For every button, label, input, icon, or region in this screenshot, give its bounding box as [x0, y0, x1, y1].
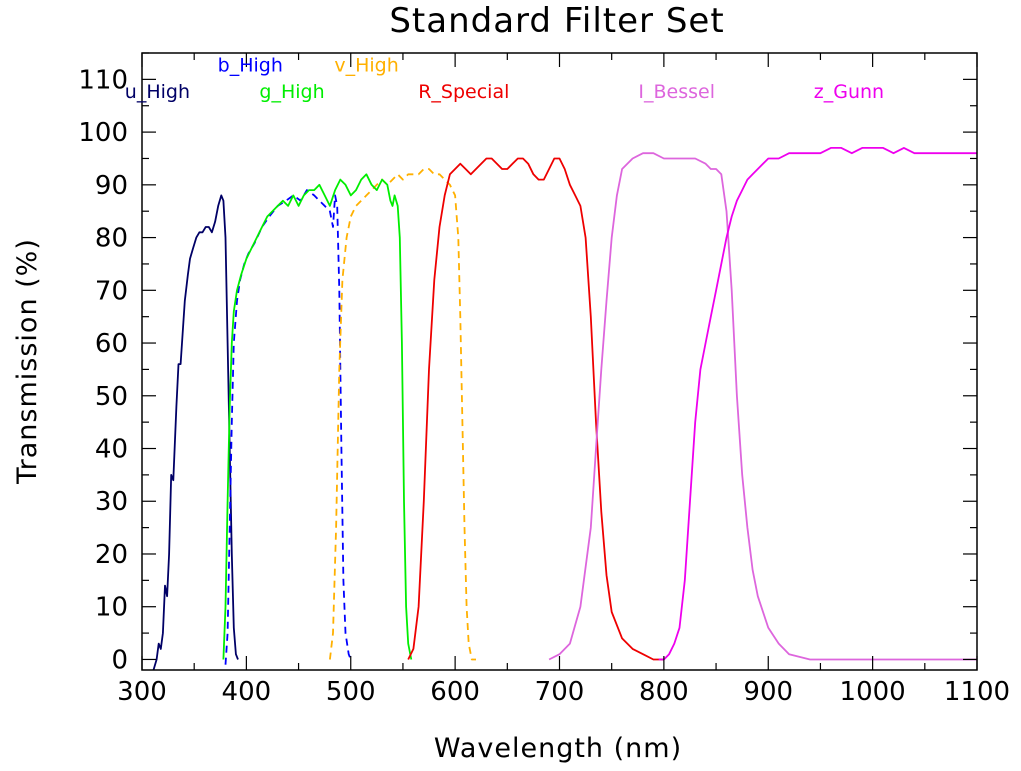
y-tick-label: 20	[95, 540, 128, 570]
x-tick-label: 300	[117, 677, 167, 707]
series-line-z-gunn	[658, 147, 977, 661]
series-label-z-gunn: z_Gunn	[814, 81, 884, 103]
series-line-r-special	[407, 157, 664, 661]
series-line-u-high	[152, 194, 239, 671]
series-label-b-high: b_High	[218, 54, 283, 76]
plot-frame	[141, 52, 978, 671]
y-tick-label: 90	[95, 171, 128, 201]
series-line-i-bessel	[548, 152, 977, 661]
series-line-v-high	[329, 168, 476, 661]
filter-curves	[152, 147, 977, 671]
y-tick-label: 0	[111, 645, 128, 675]
x-tick-label: 500	[326, 677, 376, 707]
x-tick-label: 1000	[840, 677, 906, 707]
x-tick-label: 400	[222, 677, 272, 707]
series-label-r-special: R_Special	[418, 81, 509, 103]
y-tick-label: 10	[95, 593, 128, 623]
y-tick-label: 40	[95, 435, 128, 465]
series-label-u-high: u_High	[125, 81, 190, 103]
x-tick-label: 700	[535, 677, 585, 707]
y-tick-label: 110	[78, 65, 128, 95]
x-tick-label: 600	[430, 677, 480, 707]
series-line-b-high	[224, 189, 352, 665]
series-label-g-high: g_High	[259, 81, 324, 103]
x-tick-label: 900	[743, 677, 793, 707]
y-tick-label: 30	[95, 487, 128, 517]
y-tick-label: 50	[95, 382, 128, 412]
y-tick-label: 80	[95, 224, 128, 254]
series-line-g-high	[222, 173, 413, 660]
x-tick-label: 800	[639, 677, 689, 707]
y-axis-label: Transmission (%)	[12, 238, 43, 485]
x-tick-label: 1100	[944, 677, 1010, 707]
y-tick-label: 100	[78, 118, 128, 148]
series-label-v-high: v_High	[334, 54, 398, 76]
y-tick-label: 60	[95, 329, 128, 359]
x-axis-label: Wavelength (nm)	[434, 733, 682, 764]
y-tick-label: 70	[95, 276, 128, 306]
series-label-i-bessel: I_Bessel	[638, 81, 715, 103]
chart-title: Standard Filter Set	[389, 1, 724, 41]
axis-ticks: 300 400 500 600 700 800 900 1000 1100 0 10 20 30 40 50…	[78, 52, 1010, 707]
legend-labels: u_High b_High v_High g_High R_Special I_Besse…	[125, 54, 884, 102]
